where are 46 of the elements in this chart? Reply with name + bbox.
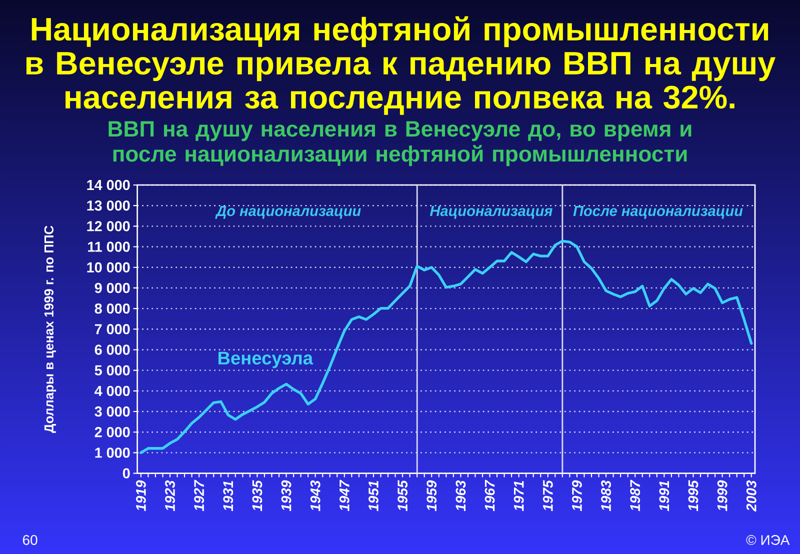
y-tick-label: 2 000 — [94, 427, 130, 438]
y-tick-label: 5 000 — [94, 365, 130, 376]
x-tick-label: 1939 — [281, 480, 292, 512]
y-tick-label: 6 000 — [94, 344, 130, 355]
x-tick-label: 1979 — [572, 480, 582, 512]
x-tick-label: 1951 — [368, 481, 378, 512]
y-tick-label: 0 — [122, 468, 130, 478]
x-tick-label: 1923 — [165, 480, 175, 512]
y-axis-title: Доллары в ценах 1999 г. по ППС — [44, 226, 56, 433]
x-tick-label: 1971 — [514, 481, 524, 512]
y-tick-label: 14 000 — [87, 180, 130, 190]
y-tick-label: 1 000 — [95, 448, 130, 458]
x-tick-label: 1999 — [717, 480, 728, 512]
y-tick-label: 3 000 — [94, 406, 130, 417]
x-tick-label: 1931 — [223, 481, 234, 512]
text: 60 — [22, 535, 38, 545]
x-tick-label: 1927 — [194, 480, 204, 512]
y-tick-label: 8 000 — [94, 303, 130, 314]
x-tick-label: 2003 — [746, 480, 756, 512]
y-tick-label: 11 000 — [88, 242, 130, 252]
x-tick-label: 1991 — [659, 481, 670, 512]
y-tick-label: 9 000 — [94, 282, 130, 294]
y-tick-label: 7 000 — [94, 324, 130, 334]
chart-subtitle: ВВП на душу населения в Венесуэле до, во время и после национализации нефтяной промышленности — [108, 121, 692, 166]
y-tick-label: 10 000 — [87, 262, 130, 272]
annotation: Национализация — [430, 206, 552, 219]
x-tick-label: 1995 — [688, 480, 698, 512]
x-tick-label: 1967 — [484, 480, 495, 512]
x-tick-label: 1963 — [456, 480, 466, 512]
x-tick-label: 1943 — [310, 480, 320, 512]
x-tick-label: 1983 — [601, 480, 611, 512]
series-label: Венесуэла — [218, 352, 314, 368]
x-tick-label: 1959 — [426, 480, 437, 512]
x-tick-label: 1919 — [136, 480, 146, 512]
y-tick-label: 4 000 — [94, 386, 130, 396]
annotation: До национализации — [215, 206, 361, 219]
chart-title: Национализация нефтяной промышленности в Венесуэле привела к падению ВВП на душу населения за последние полвека на 32%. — [26, 16, 776, 115]
x-tick-label: 1955 — [398, 480, 408, 512]
annotation: После национализации — [573, 206, 743, 219]
x-tick-label: 1987 — [630, 480, 640, 512]
text: © ИЭА — [746, 535, 790, 545]
y-tick-label: 12 000 — [87, 221, 130, 232]
x-tick-label: 1947 — [339, 480, 350, 512]
x-tick-label: 1975 — [542, 480, 553, 512]
y-tick-label: 13 000 — [87, 200, 130, 211]
x-tick-label: 1935 — [252, 480, 262, 512]
